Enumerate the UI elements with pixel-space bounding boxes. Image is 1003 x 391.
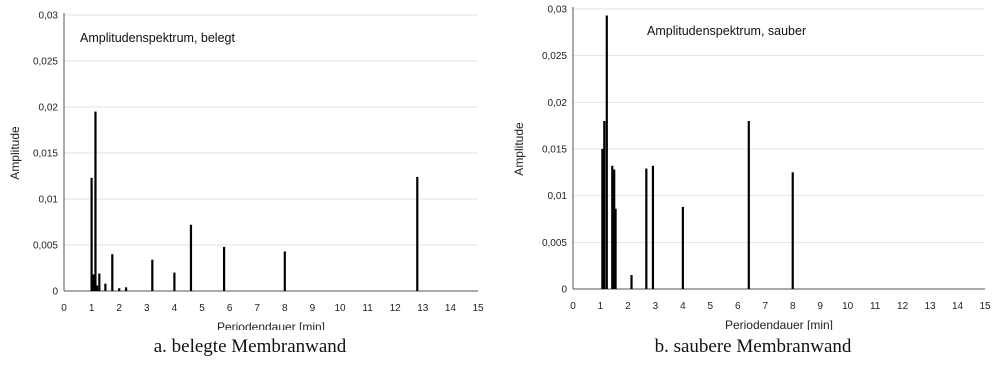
y-tick-label: 0,005 <box>542 238 567 249</box>
y-axis-label: Amplitude <box>512 122 526 176</box>
caption-a: a. belegte Membranwand <box>153 336 347 357</box>
y-tick-label: 0,02 <box>548 98 568 109</box>
x-tick-label: 14 <box>952 301 964 312</box>
bar <box>601 149 604 289</box>
x-tick-label: 0 <box>61 303 67 314</box>
y-tick-label: 0,025 <box>542 51 567 62</box>
x-tick-label: 1 <box>598 301 604 312</box>
x-tick-label: 10 <box>334 303 346 314</box>
x-tick-label: 7 <box>254 303 260 314</box>
x-tick-label: 15 <box>979 301 991 312</box>
chart-panel-a: 0 0,005 0,01 0,015 0,02 0,025 0,03 0 1 2 3 4 5 6 7 8 9 10… <box>0 0 500 391</box>
y-tick-label: 0,015 <box>542 145 567 156</box>
x-tick-label: 13 <box>925 301 937 312</box>
x-tick-label: 9 <box>817 301 823 312</box>
x-tick-label: 7 <box>762 301 768 312</box>
x-tick-label: 11 <box>362 303 373 314</box>
bar <box>603 121 606 289</box>
x-tick-label: 4 <box>680 301 686 312</box>
y-tick-label: 0,02 <box>39 103 59 114</box>
x-tick-label: 14 <box>445 303 457 314</box>
y-tick-label: 0 <box>561 285 567 296</box>
x-tick-label: 15 <box>472 303 484 314</box>
y-tick-label: 0,03 <box>39 11 59 22</box>
y-tick-label: 0,005 <box>33 241 58 252</box>
x-tick-label: 13 <box>417 303 429 314</box>
bar <box>151 259 154 291</box>
bar <box>173 272 176 291</box>
chart-title: Amplitudenspektrum, sauber <box>647 24 806 38</box>
bar <box>651 165 655 289</box>
bar <box>791 172 794 289</box>
x-tick-label: 11 <box>870 301 881 312</box>
x-tick-label: 3 <box>653 301 659 312</box>
bar <box>416 176 419 291</box>
bar <box>92 274 95 291</box>
x-tick-label: 8 <box>282 303 288 314</box>
bar <box>96 285 99 291</box>
bar <box>118 288 121 291</box>
x-tick-label: 6 <box>735 301 741 312</box>
y-tick-label: 0,025 <box>33 57 58 68</box>
bar <box>614 208 617 289</box>
bar <box>111 254 114 291</box>
x-tick-label: 5 <box>708 301 714 312</box>
y-tick-label: 0,01 <box>548 191 568 202</box>
x-tick-label: 5 <box>199 303 205 314</box>
bar <box>189 224 193 291</box>
bar <box>605 15 608 290</box>
bar <box>125 287 128 291</box>
chart-title: Amplitudenspektrum, belegt <box>80 31 235 45</box>
bar <box>747 121 750 289</box>
x-tick-label: 1 <box>89 303 95 314</box>
bar <box>104 283 107 291</box>
chart-panel-b: 0 0,005 0,01 0,015 0,02 0,025 0,03 0 1 2 3 4 5 6 7 8 9 10… <box>503 0 1003 391</box>
x-tick-label: 10 <box>842 301 854 312</box>
x-tick-label: 0 <box>570 301 576 312</box>
bar <box>222 246 226 291</box>
bar <box>611 165 614 289</box>
caption-b: b. saubere Membranwand <box>654 336 852 357</box>
bar <box>630 275 633 289</box>
x-tick-label: 6 <box>227 303 233 314</box>
bar <box>681 206 684 289</box>
y-tick-label: 0,03 <box>548 5 568 16</box>
x-tick-label: 4 <box>172 303 178 314</box>
bar <box>283 251 286 291</box>
bar <box>90 177 93 291</box>
bar <box>94 111 97 291</box>
y-tick-label: 0,01 <box>39 195 59 206</box>
bar <box>613 169 616 289</box>
x-tick-label: 9 <box>310 303 316 314</box>
y-tick-label: 0 <box>52 287 58 298</box>
x-tick-label: 12 <box>390 303 402 314</box>
y-axis-label: Amplitude <box>8 126 22 180</box>
x-axis-label: Periodendauer [min] <box>725 318 833 330</box>
bar <box>98 273 101 291</box>
bar <box>645 168 648 289</box>
x-tick-label: 2 <box>116 303 122 314</box>
x-axis-label: Periodendauer [min] <box>217 320 325 330</box>
x-tick-label: 8 <box>790 301 796 312</box>
x-tick-label: 2 <box>625 301 631 312</box>
x-tick-label: 12 <box>897 301 909 312</box>
x-tick-label: 3 <box>144 303 150 314</box>
y-tick-label: 0,015 <box>33 149 58 160</box>
